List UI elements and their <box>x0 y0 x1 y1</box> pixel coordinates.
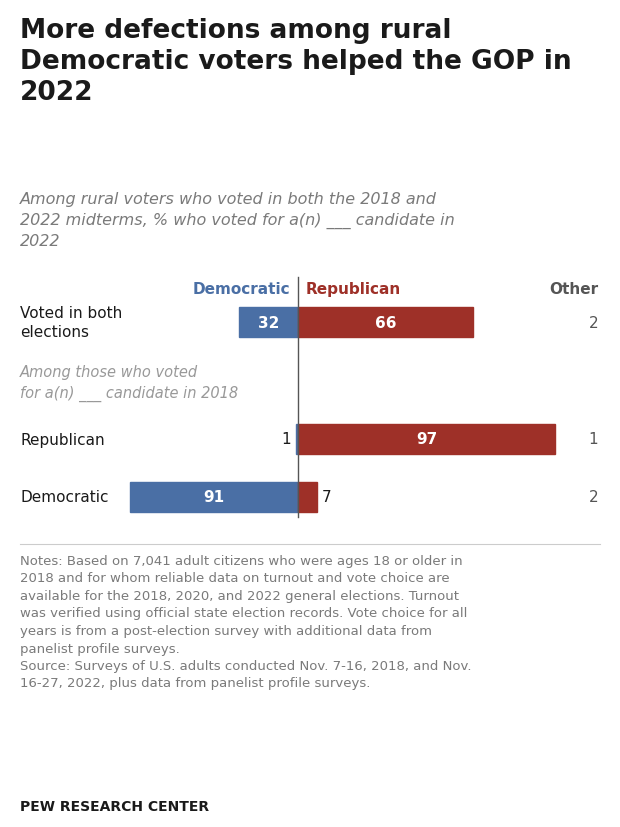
Text: Democratic: Democratic <box>20 490 108 505</box>
Text: 91: 91 <box>203 490 224 505</box>
Text: PEW RESEARCH CENTER: PEW RESEARCH CENTER <box>20 799 209 813</box>
Text: Among rural voters who voted in both the 2018 and
2022 midterms, % who voted for: Among rural voters who voted in both the… <box>20 192 454 249</box>
Text: 2: 2 <box>588 490 598 505</box>
Text: Voted in both
elections: Voted in both elections <box>20 306 122 339</box>
Text: Democratic: Democratic <box>192 282 290 297</box>
Text: Among those who voted
for a(n) ___ candidate in 2018: Among those who voted for a(n) ___ candi… <box>20 365 238 401</box>
Text: 2: 2 <box>588 315 598 330</box>
Text: Notes: Based on 7,041 adult citizens who were ages 18 or older in
2018 and for w: Notes: Based on 7,041 adult citizens who… <box>20 554 471 690</box>
Text: 32: 32 <box>258 315 279 330</box>
Bar <box>298 424 555 455</box>
Text: 66: 66 <box>374 315 396 330</box>
Text: 1: 1 <box>588 432 598 447</box>
Text: 1: 1 <box>281 432 291 447</box>
Text: Republican: Republican <box>306 282 401 297</box>
Bar <box>130 482 298 513</box>
Text: 7: 7 <box>322 490 331 505</box>
Text: Republican: Republican <box>20 432 105 447</box>
Text: 97: 97 <box>416 432 437 447</box>
Text: More defections among rural
Democratic voters helped the GOP in
2022: More defections among rural Democratic v… <box>20 18 572 106</box>
Bar <box>296 424 298 455</box>
Bar <box>298 308 473 337</box>
Text: Other: Other <box>549 282 598 297</box>
Bar <box>298 482 317 513</box>
Bar <box>239 308 298 337</box>
